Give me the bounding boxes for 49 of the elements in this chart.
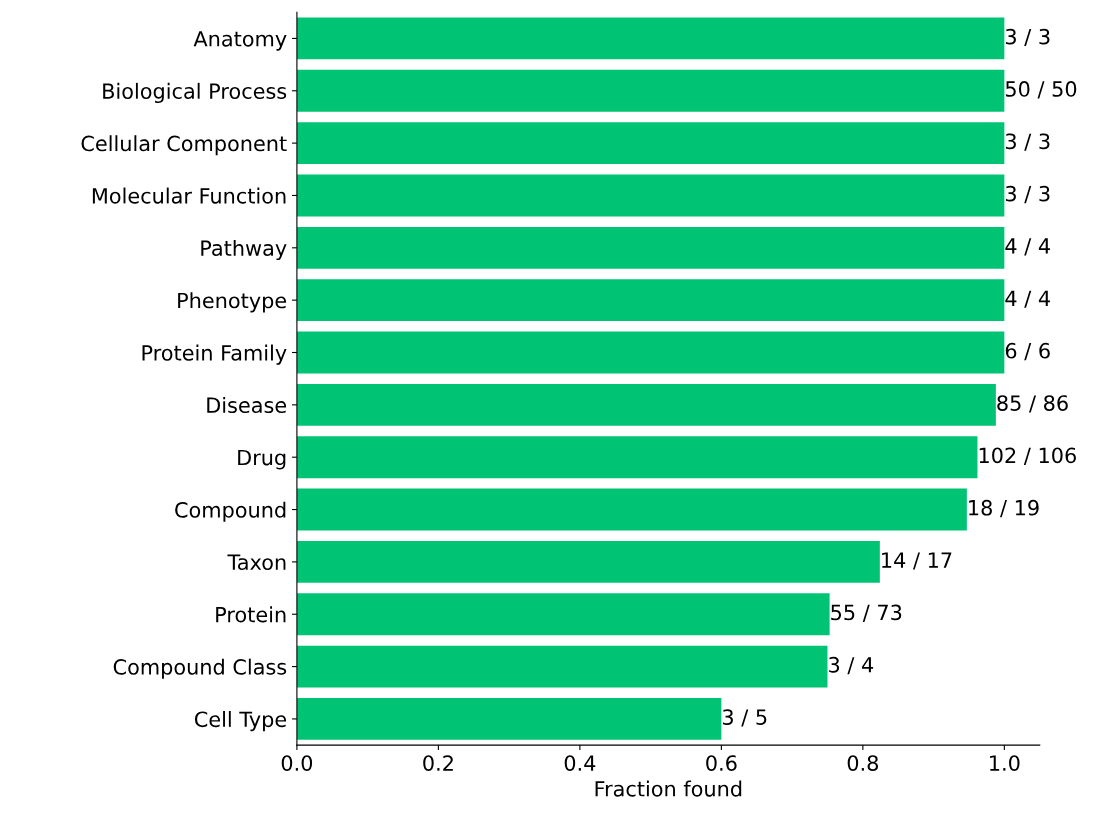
- annotation: 3 / 3: [1005, 28, 1050, 47]
- y-tick-label: Cellular Component: [81, 135, 287, 156]
- annotation: 4 / 4: [1005, 238, 1050, 256]
- y-tick-label: Cell Type: [194, 711, 287, 732]
- bar: [296, 174, 1005, 217]
- annotation: 55 / 73: [831, 604, 902, 622]
- y-tick-label: Protein: [216, 606, 286, 623]
- annotation: 6 / 6: [1005, 342, 1050, 361]
- x-tick-label: 0.6: [706, 755, 737, 771]
- annotation: 3 / 3: [1005, 133, 1050, 151]
- annotation: 18 / 19: [969, 499, 1039, 518]
- y-tick-label: Pathway: [201, 239, 287, 261]
- x-tick-label: 1.0: [990, 755, 1020, 771]
- bar: [296, 488, 967, 531]
- y-tick-label: Phenotype: [178, 292, 287, 313]
- bar: [296, 383, 996, 426]
- x-tick-label: 0.8: [847, 755, 878, 771]
- x-tick-label: 0.2: [423, 755, 453, 771]
- bar: [296, 645, 828, 688]
- bar: [296, 226, 1005, 269]
- x-tick-label: 0.4: [564, 755, 596, 771]
- annotation: 4 / 4: [1005, 290, 1050, 308]
- x-tick-label: 0.0: [281, 755, 313, 771]
- annotation: 85 / 86: [997, 395, 1068, 413]
- y-tick-label: Molecular Function: [92, 187, 286, 204]
- annotation: 50 / 50: [1005, 81, 1077, 99]
- y-tick-label: Taxon: [227, 554, 286, 571]
- bar: [296, 17, 1005, 60]
- y-tick-label: Disease: [207, 396, 287, 414]
- annotation: 14 / 17: [882, 552, 952, 570]
- bar: [296, 122, 1005, 165]
- bar: [296, 593, 830, 636]
- y-tick-label: Drug: [238, 449, 286, 470]
- bar: [296, 279, 1005, 322]
- bar: [296, 69, 1005, 112]
- y-tick-label: Anatomy: [193, 31, 287, 51]
- bar: [296, 331, 1005, 374]
- bar: [296, 540, 880, 583]
- y-tick-label: Compound: [175, 501, 286, 522]
- y-tick-label: Protein Family: [142, 344, 287, 365]
- annotation: 102 / 106: [979, 447, 1076, 465]
- bar: [296, 436, 978, 479]
- y-tick-label: Compound Class: [113, 658, 287, 679]
- x-axis-title: Fraction found: [595, 780, 742, 797]
- annotation: 3 / 3: [1005, 185, 1050, 204]
- annotation: 3 / 5: [722, 709, 767, 727]
- annotation: 3 / 4: [829, 656, 874, 675]
- y-tick-label: Biological Process: [103, 82, 287, 104]
- bar: [296, 697, 722, 740]
